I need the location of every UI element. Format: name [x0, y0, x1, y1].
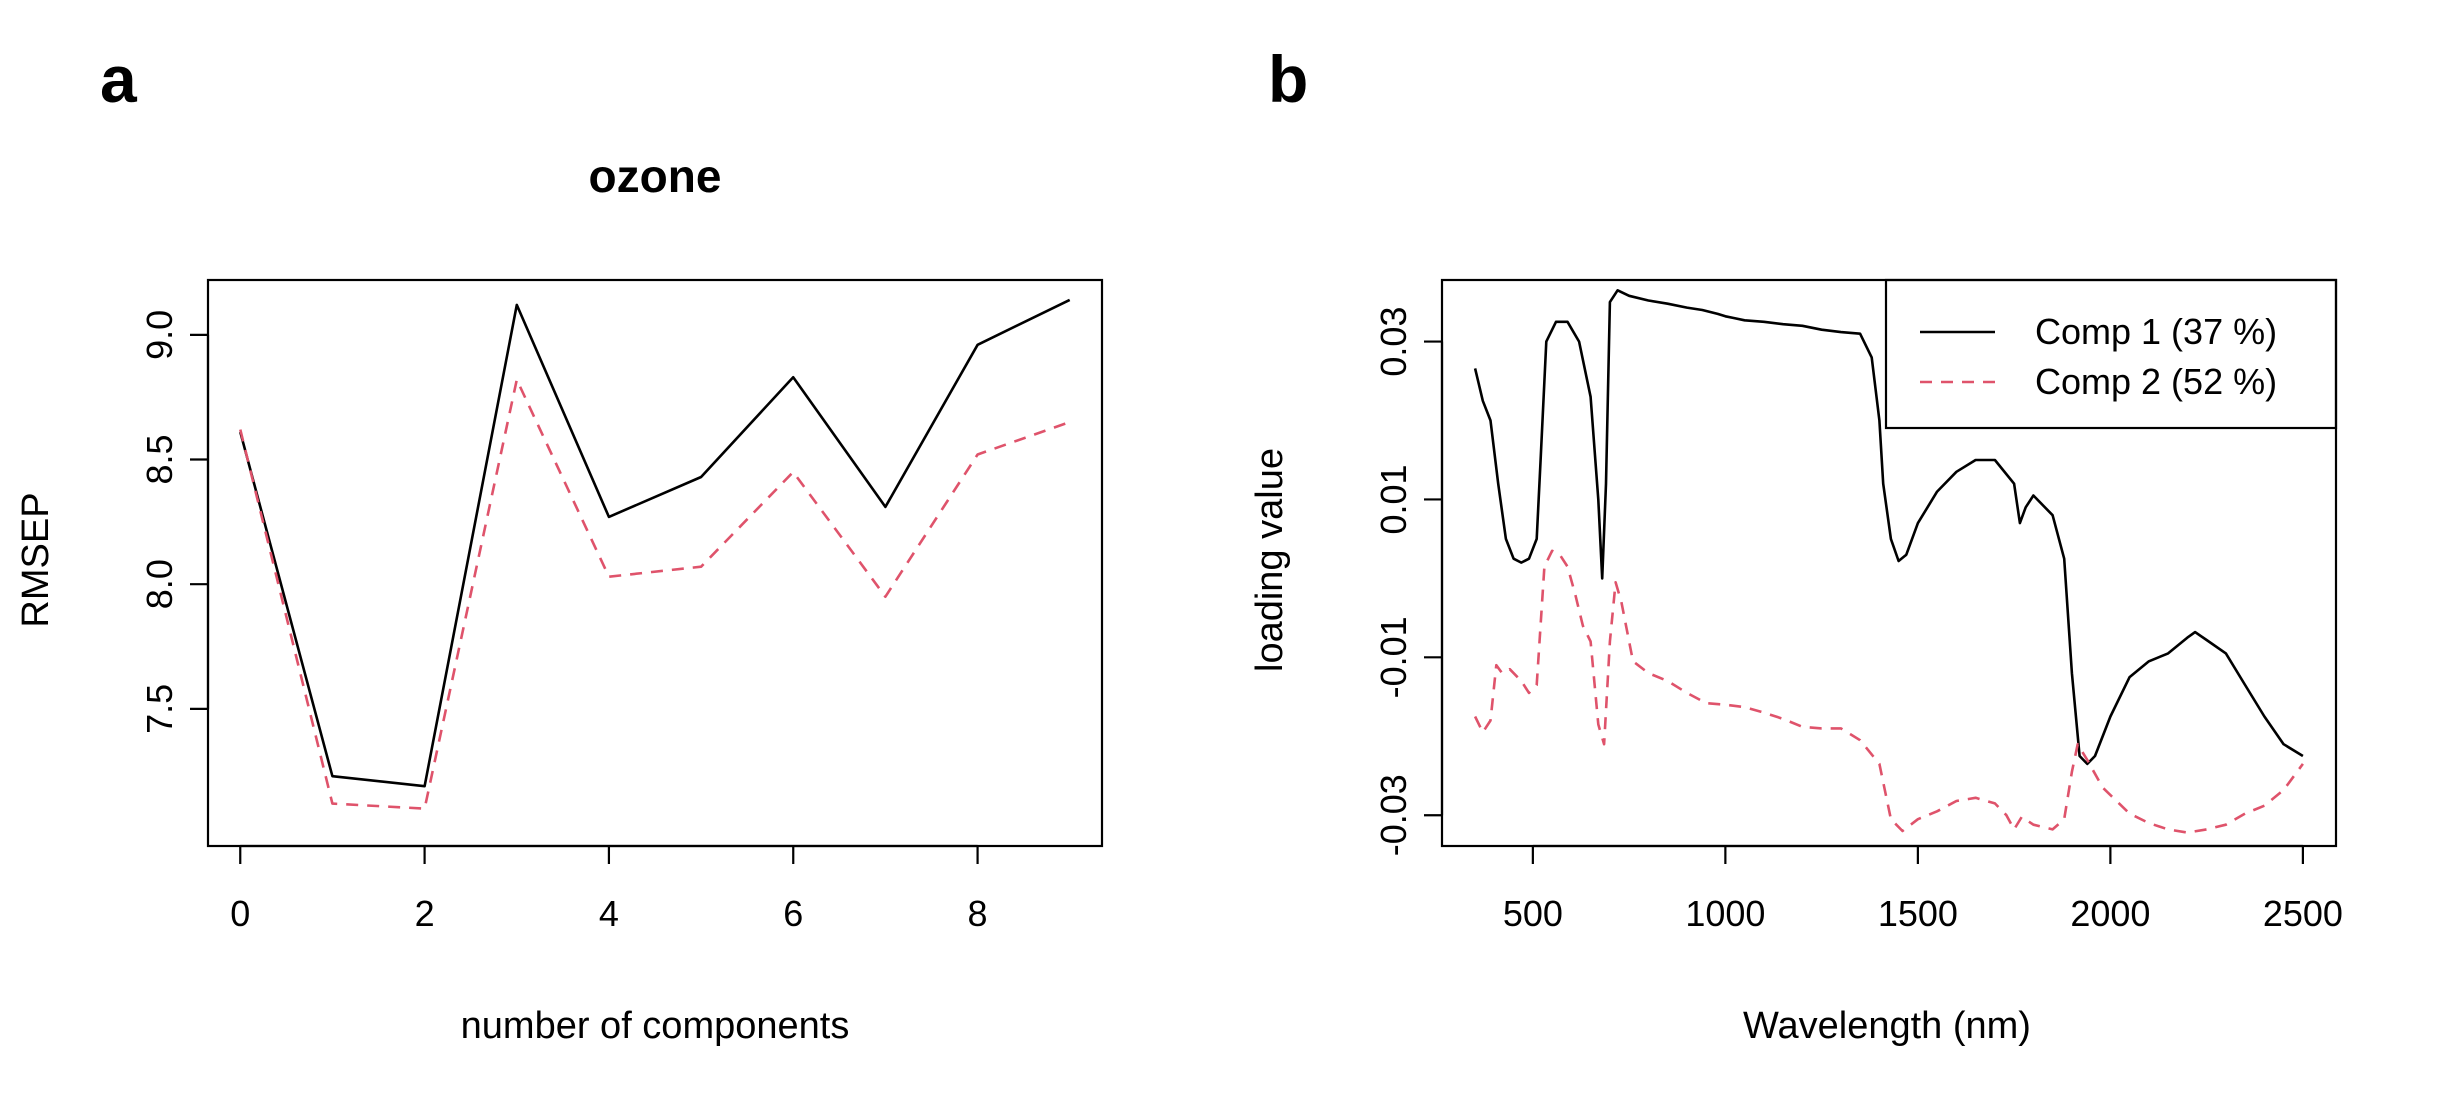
- legend-box: [1884, 278, 2338, 430]
- x-tick-label-b: 1000: [1685, 893, 1765, 934]
- axis-ticks-b: 500 1000 1500 2000 2500 -0.03 -0.01 0.01 0.03: [1373, 307, 2343, 934]
- x-tick-label-b: 1500: [1878, 893, 1958, 934]
- x-tick-label-b: 2500: [2263, 893, 2343, 934]
- y-axis-label-a: RMSEP: [15, 492, 57, 627]
- panel-a: a ozone number of components RMSEP 0 2 4 6 8…: [15, 42, 1104, 1047]
- y-tick-label-b: -0.03: [1373, 774, 1414, 856]
- plot-frame-a: [206, 278, 1104, 848]
- series-group-b: [1473, 288, 2304, 834]
- legend-label-comp2: Comp 2 (52 %): [2035, 361, 2277, 402]
- legend-label-comp1: Comp 1 (37 %): [2035, 311, 2277, 352]
- y-tick-label-a: 9.0: [139, 310, 180, 360]
- series-line-a-2: [239, 378, 1071, 810]
- y-tick-label-a: 7.5: [139, 684, 180, 734]
- x-tick-label-a: 0: [230, 893, 250, 934]
- y-tick-label-b: 0.03: [1373, 307, 1414, 377]
- y-tick-label-a: 8.5: [139, 435, 180, 485]
- x-tick-label-a: 2: [415, 893, 435, 934]
- x-tick-label-a: 6: [783, 893, 803, 934]
- series-group-a: [239, 298, 1071, 810]
- panel-label-a: a: [100, 42, 138, 116]
- chart-title-a: ozone: [589, 150, 722, 202]
- panel-b: b Wavelength (nm) loading value 500 1000 1…: [1249, 42, 2343, 1047]
- x-axis-label-b: Wavelength (nm): [1743, 1005, 2031, 1047]
- y-axis-label-b: loading value: [1249, 448, 1291, 672]
- series-line-a-1: [239, 298, 1071, 788]
- series-line-b-2: [1473, 549, 2304, 834]
- legend: Comp 1 (37 %) Comp 2 (52 %): [1884, 278, 2338, 430]
- x-tick-label-b: 2000: [2070, 893, 2150, 934]
- axis-ticks-a: 0 2 4 6 8 7.5 8.0 8.5 9.0: [139, 310, 988, 934]
- series-line-b-1: [1473, 288, 2304, 766]
- y-tick-label-b: -0.01: [1373, 616, 1414, 698]
- x-axis-label-a: number of components: [461, 1005, 850, 1047]
- y-tick-label-a: 8.0: [139, 559, 180, 609]
- x-tick-label-a: 8: [968, 893, 988, 934]
- x-tick-label-b: 500: [1503, 893, 1563, 934]
- panel-label-b: b: [1268, 42, 1308, 116]
- y-tick-label-b: 0.01: [1373, 464, 1414, 534]
- x-tick-label-a: 4: [599, 893, 619, 934]
